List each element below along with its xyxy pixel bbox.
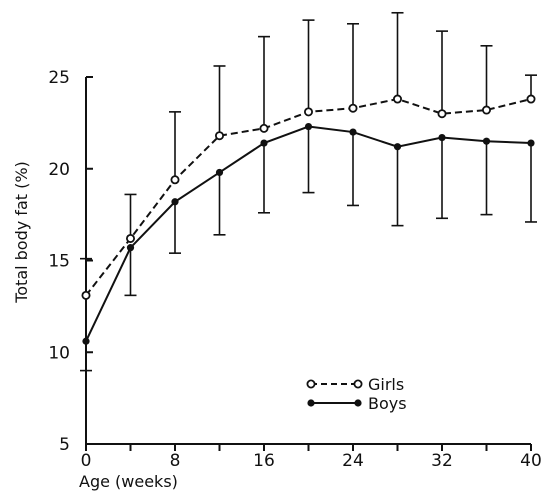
- x-tick-label: 0: [81, 451, 92, 471]
- boys-point: [438, 133, 446, 142]
- girls-point: [303, 107, 313, 117]
- y-tick-label: 15: [48, 252, 70, 272]
- legend-boys-marker-start: [307, 399, 315, 407]
- girls-point: [170, 175, 180, 185]
- legend: Girls Boys: [306, 375, 407, 413]
- y-tick-label: 5: [59, 435, 70, 455]
- plot-area: [80, 11, 537, 372]
- series-girls: [80, 11, 537, 300]
- boys-point: [482, 137, 491, 145]
- legend-girls-marker-start: [306, 379, 316, 389]
- girls-point: [81, 290, 91, 300]
- y-tick-label: 20: [48, 160, 70, 180]
- legend-girls-label: Girls: [368, 375, 404, 394]
- legend-boys-marker-end: [354, 399, 362, 407]
- boys-point: [82, 337, 90, 345]
- girls-point: [126, 233, 136, 243]
- x-tick-label: 16: [253, 451, 275, 471]
- x-tick-label: 24: [342, 451, 364, 471]
- boys-point: [349, 128, 357, 136]
- boys-point: [126, 244, 135, 252]
- boys-point: [171, 198, 179, 206]
- girls-point: [437, 109, 447, 119]
- x-tick-label: 40: [520, 451, 542, 471]
- axes: 5 10 15 20 25 0 8 16 24 32 40: [48, 68, 541, 471]
- girls-point: [214, 131, 224, 141]
- y-tick-label: 10: [48, 343, 70, 363]
- girls-point: [348, 103, 358, 113]
- legend-girls-marker-end: [353, 379, 363, 389]
- x-tick-label: 8: [170, 451, 181, 471]
- series-boys: [80, 122, 537, 372]
- girls-point: [259, 123, 269, 133]
- girls-point: [481, 105, 491, 115]
- girls-point: [526, 94, 536, 104]
- y-tick-label: 25: [48, 68, 70, 88]
- boys-point: [393, 143, 402, 151]
- girls-point: [392, 94, 402, 104]
- boys-point: [260, 139, 268, 147]
- legend-boys-label: Boys: [368, 394, 407, 413]
- boys-point: [215, 168, 224, 177]
- x-tick-label: 32: [431, 451, 453, 471]
- boys-point: [527, 139, 535, 147]
- y-axis-label: Total body fat (%): [12, 161, 31, 304]
- x-axis-label: Age (weeks): [79, 472, 178, 491]
- boys-point: [304, 122, 313, 131]
